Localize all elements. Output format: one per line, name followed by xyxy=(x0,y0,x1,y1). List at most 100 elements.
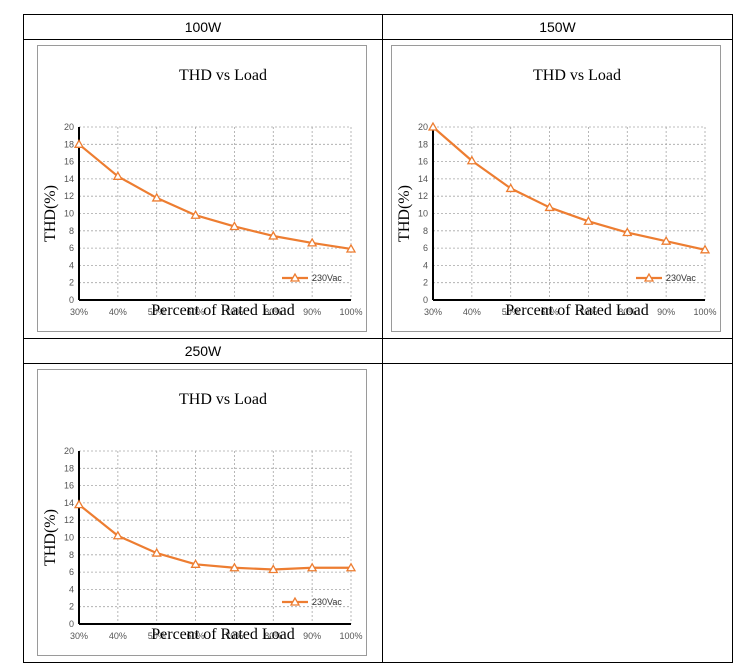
y-tick-label: 0 xyxy=(69,295,74,305)
x-tick-label: 90% xyxy=(657,307,675,317)
x-tick-label: 50% xyxy=(502,307,520,317)
chart-title: THD vs Load xyxy=(533,67,621,84)
data-point-marker xyxy=(229,221,240,231)
x-tick-label: 60% xyxy=(541,307,559,317)
y-tick-label: 20 xyxy=(418,122,428,132)
data-point-marker xyxy=(505,183,516,193)
y-tick-label: 4 xyxy=(69,584,74,594)
cell-chart-150w: THD vs Load 0 2 4 6 8 10 12 14 16 18 20 30% 40% 50% 60%… xyxy=(382,39,733,339)
x-tick-label: 90% xyxy=(303,307,321,317)
x-axis-label: Percent of Rated Load xyxy=(151,626,295,643)
data-point-marker xyxy=(112,530,123,540)
data-point-marker xyxy=(583,215,594,225)
y-tick-label: 10 xyxy=(418,209,428,219)
y-tick-label: 18 xyxy=(64,463,74,473)
y-tick-label: 6 xyxy=(69,567,74,577)
header-150w: 150W xyxy=(382,14,733,40)
x-tick-label: 70% xyxy=(225,307,243,317)
y-tick-label: 2 xyxy=(69,278,74,288)
x-tick-label: 40% xyxy=(463,307,481,317)
y-tick-label: 6 xyxy=(69,243,74,253)
cell-empty xyxy=(382,363,733,663)
header-100w: 100W xyxy=(23,14,383,40)
data-point-marker xyxy=(73,499,85,509)
x-tick-label: 80% xyxy=(264,307,282,317)
x-tick-label: 40% xyxy=(109,631,127,641)
y-tick-label: 20 xyxy=(64,122,74,132)
y-tick-label: 14 xyxy=(64,174,74,184)
chart-250w: THD vs Load 0 2 4 6 8 10 12 14 16 18 20 30% 40% 50% 60%… xyxy=(37,369,367,656)
chart-frame xyxy=(37,45,367,332)
data-point-marker xyxy=(466,155,477,165)
y-tick-label: 10 xyxy=(64,209,74,219)
data-point-marker xyxy=(151,192,162,202)
x-axis-label: Percent of Rated Load xyxy=(151,302,295,319)
y-tick-label: 4 xyxy=(69,260,74,270)
y-tick-label: 12 xyxy=(64,515,74,525)
data-point-marker xyxy=(661,235,672,245)
x-tick-label: 80% xyxy=(618,307,636,317)
y-tick-label: 12 xyxy=(64,191,74,201)
data-point-marker xyxy=(268,564,279,574)
x-tick-label: 50% xyxy=(148,631,166,641)
x-tick-label: 60% xyxy=(187,307,205,317)
chart-title: THD vs Load xyxy=(179,67,267,84)
data-point-marker xyxy=(190,209,201,219)
legend-marker xyxy=(289,596,301,606)
y-axis-label: THD(%) xyxy=(42,509,59,566)
header-empty xyxy=(382,338,733,364)
y-tick-label: 6 xyxy=(423,243,428,253)
chart-title: THD vs Load xyxy=(179,391,267,408)
data-point-marker xyxy=(307,237,318,247)
y-tick-label: 16 xyxy=(418,157,428,167)
cell-chart-250w: THD vs Load 0 2 4 6 8 10 12 14 16 18 20 30% 40% 50% 60%… xyxy=(23,363,383,663)
x-tick-label: 70% xyxy=(579,307,597,317)
cell-chart-100w: THD vs Load 0 2 4 6 8 10 12 14 16 18 20 30% 40% 50% 60%… xyxy=(23,39,383,339)
x-tick-label: 30% xyxy=(70,631,88,641)
y-tick-label: 14 xyxy=(64,498,74,508)
data-point-marker xyxy=(622,227,633,237)
legend-label: 230Vac xyxy=(666,273,696,283)
header-250w: 250W xyxy=(23,338,383,364)
y-tick-label: 18 xyxy=(64,139,74,149)
x-tick-label: 80% xyxy=(264,631,282,641)
x-tick-label: 30% xyxy=(70,307,88,317)
x-tick-label: 40% xyxy=(109,307,127,317)
legend-marker xyxy=(643,272,655,282)
data-point-marker xyxy=(699,244,711,254)
y-tick-label: 2 xyxy=(423,278,428,288)
legend-label: 230Vac xyxy=(312,273,342,283)
data-point-marker xyxy=(268,230,279,240)
x-tick-label: 70% xyxy=(225,631,243,641)
y-tick-label: 8 xyxy=(423,226,428,236)
data-point-marker xyxy=(345,243,357,253)
x-tick-label: 100% xyxy=(339,307,362,317)
y-tick-label: 10 xyxy=(64,533,74,543)
data-point-marker xyxy=(229,562,240,572)
data-point-marker xyxy=(544,202,555,212)
y-tick-label: 0 xyxy=(423,295,428,305)
series-line xyxy=(432,126,706,251)
y-tick-label: 20 xyxy=(64,446,74,456)
x-tick-label: 100% xyxy=(339,631,362,641)
y-tick-label: 18 xyxy=(418,139,428,149)
y-tick-label: 8 xyxy=(69,226,74,236)
y-axis-label: THD(%) xyxy=(42,185,59,242)
x-tick-label: 90% xyxy=(303,631,321,641)
y-tick-label: 8 xyxy=(69,550,74,560)
chart-100w: THD vs Load 0 2 4 6 8 10 12 14 16 18 20 30% 40% 50% 60%… xyxy=(37,45,367,332)
x-tick-label: 60% xyxy=(187,631,205,641)
y-tick-label: 16 xyxy=(64,157,74,167)
chart-frame xyxy=(37,369,367,656)
x-tick-label: 50% xyxy=(148,307,166,317)
y-tick-label: 0 xyxy=(69,619,74,629)
data-point-marker xyxy=(151,547,162,557)
data-point-marker xyxy=(112,170,123,180)
y-tick-label: 14 xyxy=(418,174,428,184)
y-tick-label: 12 xyxy=(418,191,428,201)
y-axis-label: THD(%) xyxy=(396,185,413,242)
x-tick-label: 30% xyxy=(424,307,442,317)
legend-label: 230Vac xyxy=(312,597,342,607)
data-point-marker xyxy=(307,562,318,572)
data-point-marker xyxy=(190,559,201,568)
